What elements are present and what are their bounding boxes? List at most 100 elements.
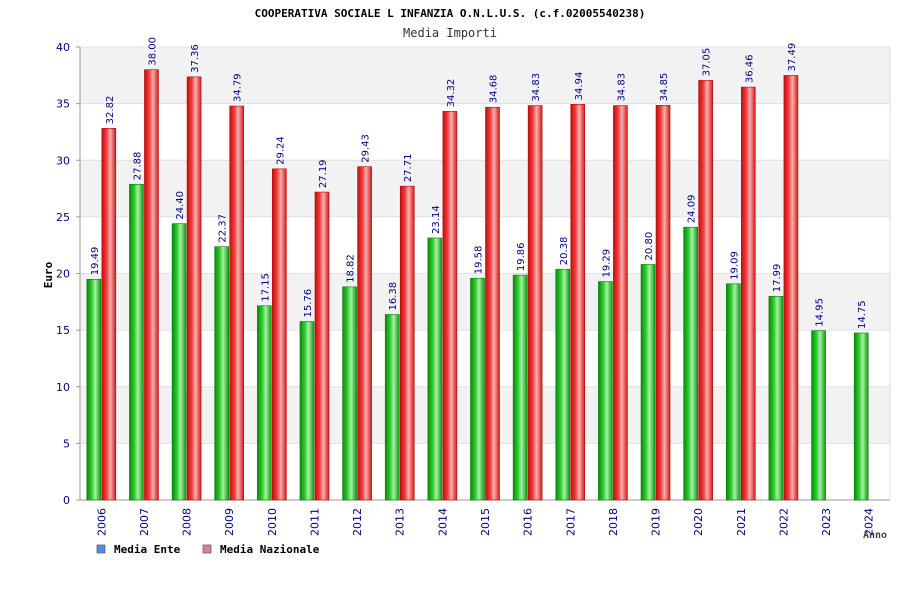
x-tick-label-2019: 2019	[650, 508, 663, 536]
y-tick-label: 35	[56, 98, 70, 111]
value-label-nazionale-2007: 38.00	[147, 37, 158, 66]
bar-ente-2007	[129, 183, 144, 501]
x-tick-label-2009: 2009	[223, 508, 236, 536]
bar-ente-2022	[768, 295, 784, 501]
bar-ente-2024	[853, 332, 869, 501]
legend: Media Ente Media Nazionale	[96, 543, 320, 556]
x-tick-label-2006: 2006	[95, 508, 108, 536]
bar-nazionale-2007	[144, 69, 159, 501]
value-label-nazionale-2006: 32.82	[105, 96, 116, 125]
value-label-nazionale-2014: 34.32	[446, 79, 457, 108]
x-tick-label-2010: 2010	[266, 508, 279, 536]
grid-band	[80, 216, 890, 274]
bar-nazionale-2008	[186, 76, 202, 501]
value-label-nazionale-2018: 34.83	[616, 73, 627, 102]
bar-ente-2013	[384, 314, 400, 501]
value-label-ente-2019: 20.80	[644, 232, 655, 261]
bar-nazionale-2021	[740, 86, 756, 501]
bar-nazionale-2010	[272, 168, 287, 501]
value-label-ente-2010: 17.15	[260, 273, 271, 302]
y-tick-label: 25	[56, 211, 70, 224]
bar-ente-2009	[214, 246, 230, 501]
x-tick-label-2013: 2013	[394, 508, 407, 536]
bar-ente-2019	[640, 264, 656, 501]
y-tick-label: 40	[56, 41, 70, 54]
grid-band	[80, 103, 890, 161]
value-label-nazionale-2008: 37.36	[190, 44, 201, 73]
grid-band	[80, 386, 890, 444]
value-labels-group: 19.49 32.82 27.88 38.00 24.40 37.36 22.37 34.79…	[90, 37, 868, 329]
value-label-nazionale-2022: 37.49	[787, 43, 798, 72]
value-label-ente-2021: 19.09	[729, 251, 740, 280]
value-label-ente-2023: 14.95	[815, 298, 826, 327]
bar-ente-2023	[811, 330, 826, 501]
value-label-nazionale-2021: 36.46	[744, 54, 755, 83]
chart-subtitle: Media Importi	[403, 26, 497, 40]
x-tick-label-2022: 2022	[777, 508, 790, 536]
bar-ente-2014	[427, 237, 443, 501]
x-tick-label-2017: 2017	[564, 508, 577, 536]
x-tick-labels: 2006 2007 2008 2009 2010 2011 2012 2013 2014 2015…	[95, 508, 875, 536]
bar-nazionale-2006	[101, 128, 117, 501]
value-label-nazionale-2017: 34.94	[574, 72, 585, 101]
value-label-ente-2015: 19.58	[474, 246, 485, 275]
bar-nazionale-2016	[527, 105, 543, 501]
x-tick-label-2023: 2023	[820, 508, 833, 536]
x-tick-label-2011: 2011	[308, 508, 321, 536]
bar-ente-2012	[342, 286, 357, 501]
x-axis-label: Anno	[863, 530, 887, 541]
chart-title: COOPERATIVA SOCIALE L INFANZIA O.N.L.U.S…	[255, 7, 646, 20]
x-tick-label-2007: 2007	[138, 508, 151, 536]
y-tick-label: 0	[63, 494, 70, 507]
value-label-ente-2014: 23.14	[431, 205, 442, 234]
value-label-nazionale-2011: 27.19	[318, 159, 329, 188]
bar-nazionale-2009	[229, 105, 245, 501]
grid-band	[80, 273, 890, 331]
x-tick-label-2014: 2014	[436, 508, 449, 536]
bar-ente-2010	[257, 305, 272, 501]
value-label-ente-2011: 15.76	[303, 289, 314, 318]
x-tick-label-2016: 2016	[522, 508, 535, 536]
value-label-ente-2020: 24.09	[687, 195, 698, 224]
value-label-nazionale-2013: 27.71	[403, 154, 414, 183]
bar-nazionale-2018	[613, 105, 628, 501]
legend-swatch-nazionale	[202, 544, 212, 554]
bar-ente-2011	[299, 321, 315, 501]
bar-ente-2008	[171, 223, 187, 501]
bar-nazionale-2013	[399, 185, 415, 501]
value-label-nazionale-2015: 34.68	[489, 75, 500, 104]
value-label-nazionale-2009: 34.79	[233, 73, 244, 102]
value-label-ente-2022: 17.99	[772, 264, 783, 293]
bar-ente-2021	[725, 283, 741, 501]
y-tick-labels: 0 5 10 15 20 25 30 35 40	[56, 41, 80, 507]
value-label-ente-2024: 14.75	[857, 300, 868, 329]
bar-nazionale-2015	[485, 106, 500, 501]
y-tick-label: 10	[56, 381, 70, 394]
bars-group	[86, 69, 869, 501]
value-label-ente-2013: 16.38	[388, 282, 399, 311]
legend-label-ente: Media Ente	[114, 543, 181, 556]
bar-nazionale-2020	[698, 80, 713, 501]
grid-band	[80, 330, 890, 387]
x-tick-label-2012: 2012	[351, 508, 364, 536]
bar-ente-2018	[598, 281, 613, 501]
legend-label-nazionale: Media Nazionale	[220, 543, 320, 556]
x-tick-label-2018: 2018	[607, 508, 620, 536]
bar-nazionale-2022	[783, 75, 799, 501]
value-label-ente-2017: 20.38	[559, 237, 570, 266]
bar-nazionale-2012	[357, 166, 372, 501]
value-label-ente-2006: 19.49	[90, 247, 101, 276]
value-label-ente-2009: 22.37	[218, 214, 229, 243]
value-label-nazionale-2020: 37.05	[702, 48, 713, 77]
grid-band	[80, 47, 890, 104]
value-label-nazionale-2012: 29.43	[361, 134, 372, 163]
bar-nazionale-2014	[442, 111, 458, 501]
bar-nazionale-2017	[570, 104, 586, 501]
y-tick-label: 30	[56, 154, 70, 167]
bar-ente-2006	[86, 278, 102, 501]
legend-swatch-ente	[96, 544, 106, 554]
x-tick-label-2021: 2021	[735, 508, 748, 536]
y-tick-label: 20	[56, 268, 70, 281]
